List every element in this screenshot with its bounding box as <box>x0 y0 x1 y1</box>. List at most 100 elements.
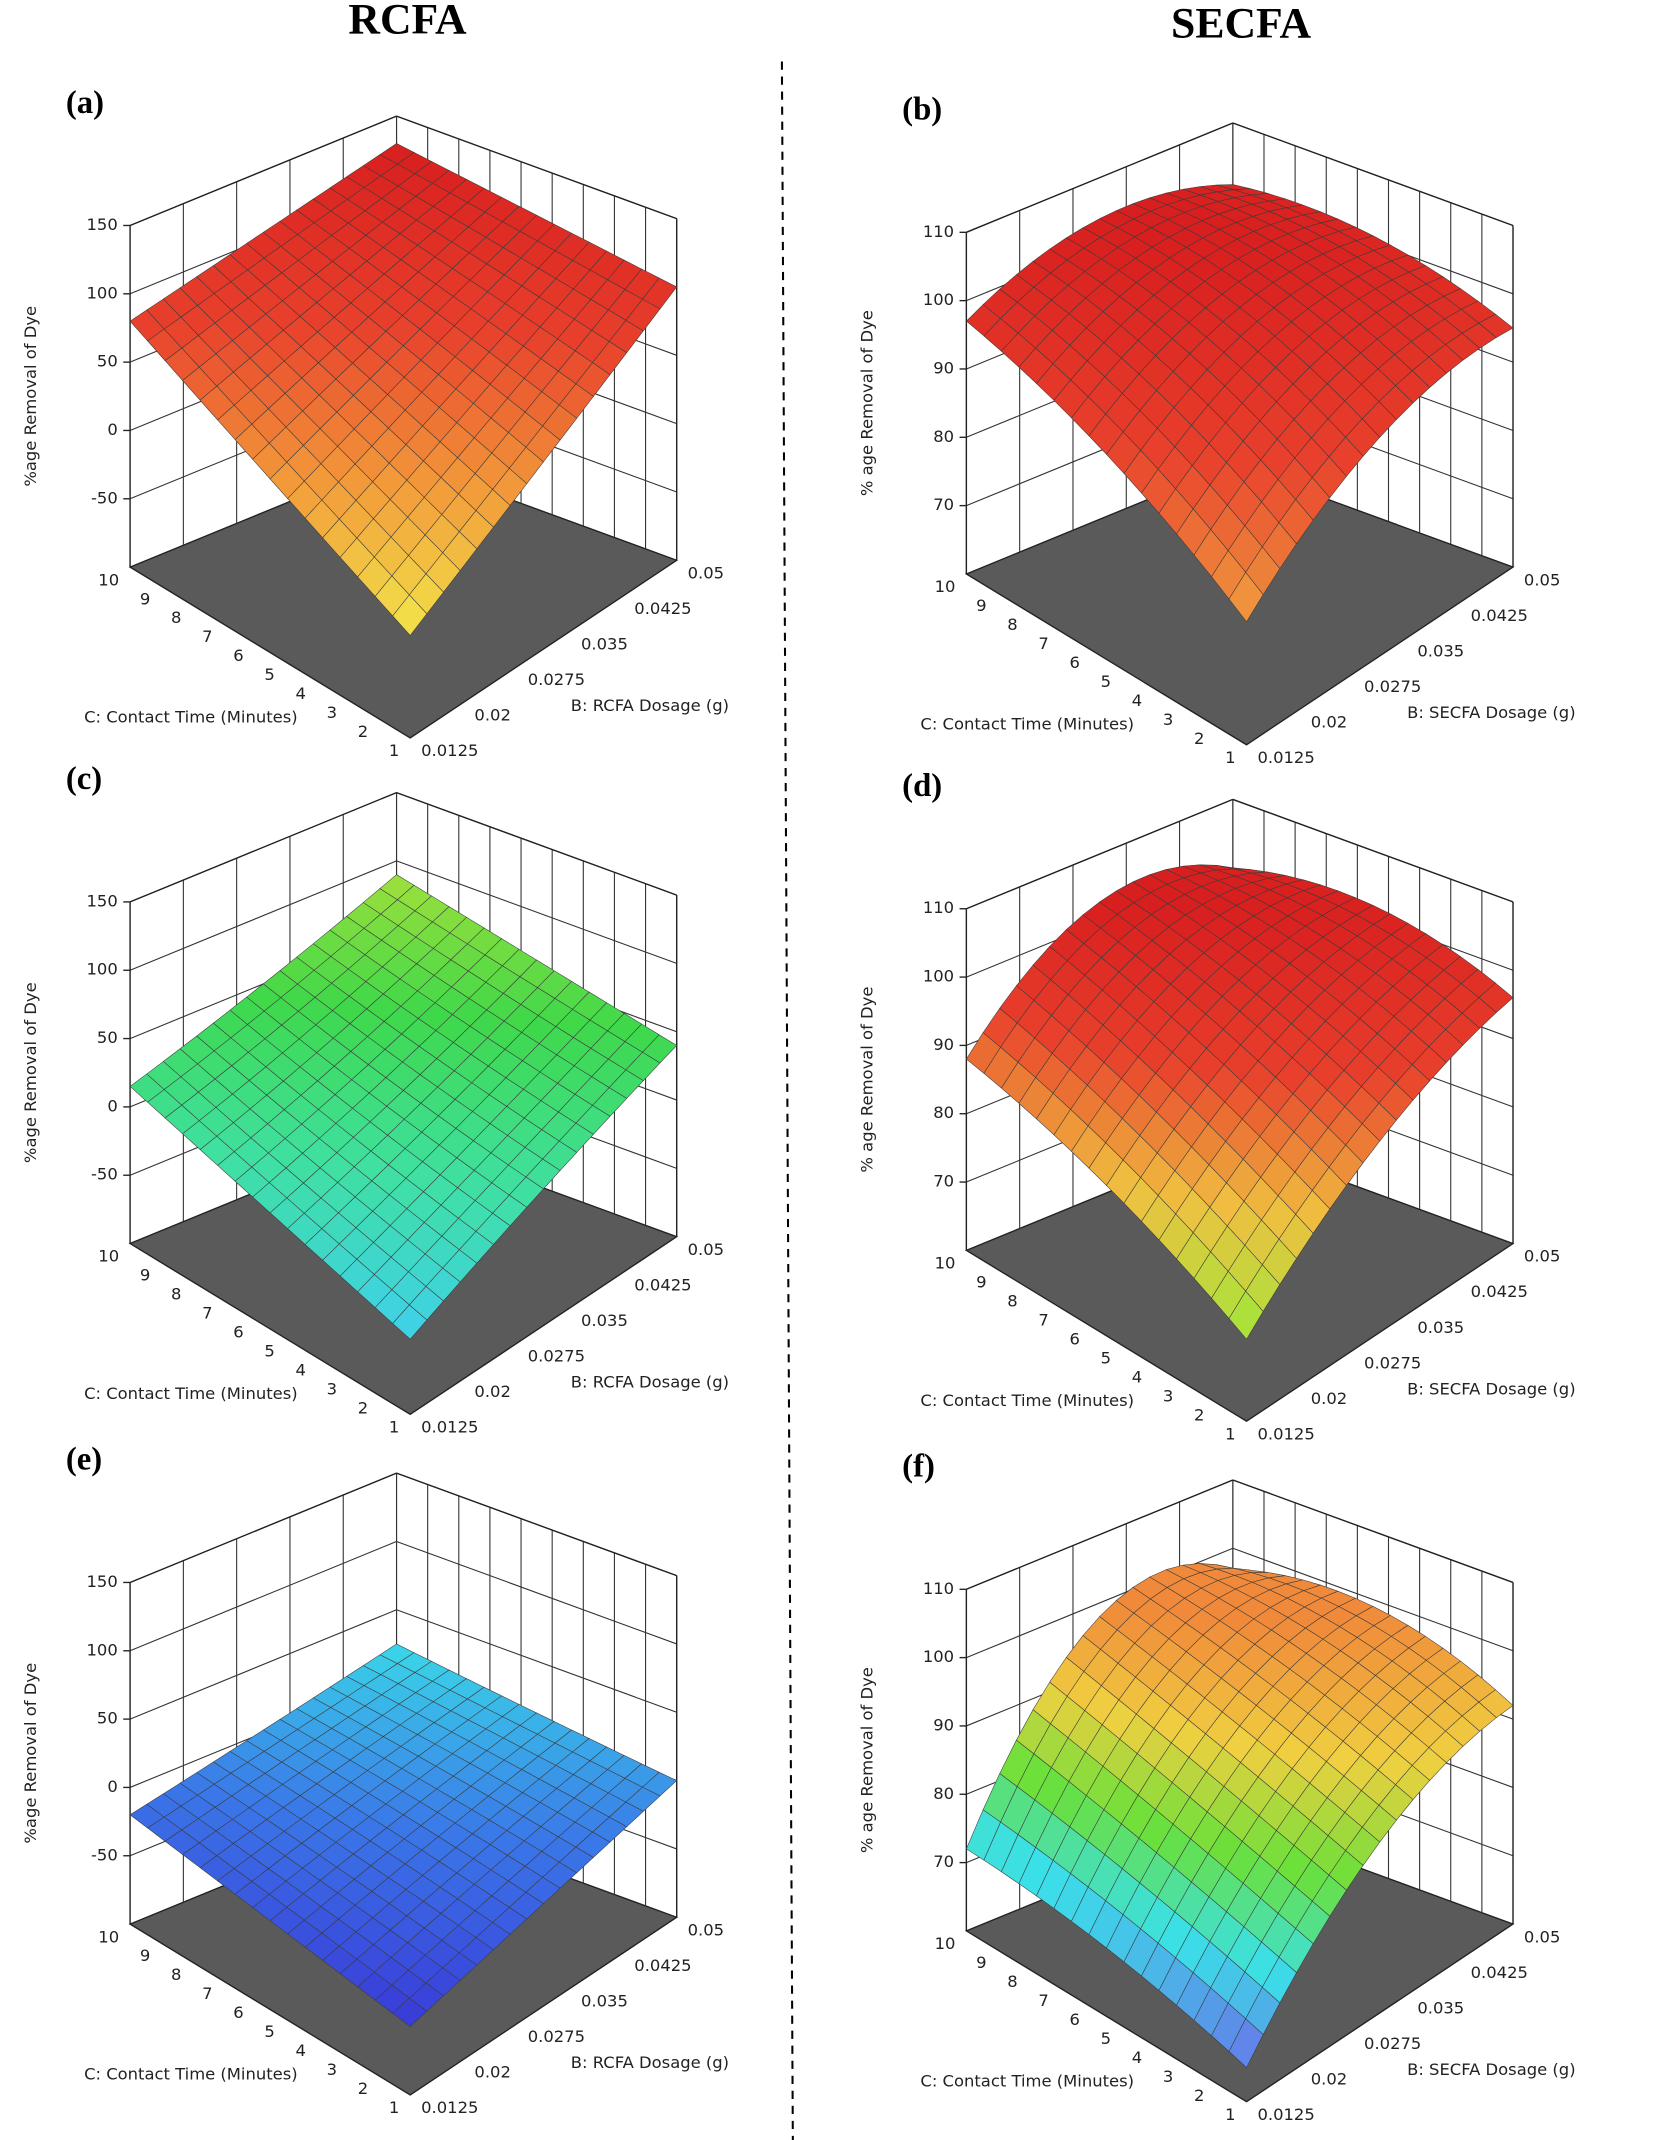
surface-cell <box>392 1304 428 1340</box>
z-tick-label: 100 <box>923 1647 954 1666</box>
z-tick-label: 70 <box>933 1172 954 1191</box>
box-edge <box>396 1472 677 1577</box>
surface-cell <box>1228 1290 1264 1340</box>
box-edge <box>966 798 1234 910</box>
z-tick-label: 150 <box>87 1572 118 1591</box>
y-tick-label: 4 <box>295 684 305 703</box>
y-tick-label: 6 <box>1070 1329 1080 1348</box>
y-tick-label: 2 <box>358 722 368 741</box>
y-tick-label: 9 <box>140 1946 150 1965</box>
panel-label: (f) <box>902 1449 935 1485</box>
y-tick-label: 6 <box>233 2003 243 2022</box>
y-axis-title: C: Contact Time (Minutes) <box>920 1391 1134 1410</box>
x-tick-label: 0.0125 <box>1257 1424 1314 1443</box>
y-tick-label: 9 <box>976 1273 986 1292</box>
z-tick-label: 150 <box>87 215 118 234</box>
grid-line <box>129 1540 397 1652</box>
y-tick-label: 1 <box>389 741 399 760</box>
x-tick-label: 0.0125 <box>421 741 478 760</box>
y-tick-label: 5 <box>1101 672 1111 691</box>
x-tick-label: 0.0275 <box>528 1346 585 1365</box>
y-axis-title: C: Contact Time (Minutes) <box>84 1384 298 1403</box>
surface-cell <box>1228 2018 1264 2069</box>
box-edge <box>396 115 677 220</box>
column-heading: SECFA <box>1171 0 1312 47</box>
x-tick-label: 0.02 <box>474 1382 510 1401</box>
z-axis-title: % age Removal of Dye <box>857 987 876 1173</box>
y-tick-label: 2 <box>1194 2086 1204 2105</box>
y-tick-label: 7 <box>202 1304 212 1323</box>
z-tick-label: 110 <box>923 898 954 917</box>
x-tick-label: 0.0125 <box>1257 2105 1314 2124</box>
z-tick-label: 110 <box>923 1579 954 1598</box>
z-axis-title: %age Removal of Dye <box>21 982 40 1163</box>
z-tick-label: 90 <box>933 1035 954 1054</box>
z-axis-title: % age Removal of Dye <box>857 310 876 496</box>
x-tick-label: 0.02 <box>1311 2069 1347 2088</box>
x-tick-label: 0.02 <box>1311 1389 1347 1408</box>
box-edge <box>129 791 397 903</box>
x-tick-label: 0.05 <box>1524 1927 1560 1946</box>
x-tick-label: 0.02 <box>474 2063 510 2082</box>
box-edge <box>129 1472 397 1584</box>
y-tick-label: 10 <box>935 1254 956 1273</box>
y-tick-label: 4 <box>1132 1367 1142 1386</box>
box-edge <box>1232 798 1514 903</box>
y-tick-label: 4 <box>295 1361 305 1380</box>
x-tick-label: 0.0425 <box>634 1275 691 1294</box>
z-tick-label: 100 <box>923 967 954 986</box>
box-edge <box>1232 122 1514 227</box>
x-tick-label: 0.035 <box>581 1991 628 2010</box>
z-tick-label: 0 <box>107 1096 117 1115</box>
x-axis-title: B: SECFA Dosage (g) <box>1407 2060 1576 2079</box>
y-tick-label: 9 <box>976 596 986 615</box>
x-tick-label: 0.0125 <box>421 1418 478 1437</box>
grid-line <box>1232 1547 1514 1652</box>
x-tick-label: 0.0275 <box>1364 2034 1421 2053</box>
x-tick-label: 0.05 <box>688 1240 724 1259</box>
y-axis-title: C: Contact Time (Minutes) <box>920 2071 1134 2090</box>
y-tick-label: 8 <box>1007 615 1017 634</box>
y-tick-label: 6 <box>233 1323 243 1342</box>
y-tick-label: 2 <box>358 2079 368 2098</box>
z-axis-title: %age Removal of Dye <box>21 1663 40 1844</box>
z-axis-title: % age Removal of Dye <box>857 1667 876 1853</box>
y-tick-label: 7 <box>1038 1991 1048 2010</box>
box-edge <box>129 115 397 227</box>
surface-cell <box>392 1997 428 2027</box>
x-tick-label: 0.035 <box>581 635 628 654</box>
y-tick-label: 2 <box>1194 1405 1204 1424</box>
y-tick-label: 6 <box>1070 2010 1080 2029</box>
box-edge <box>1232 1479 1514 1584</box>
z-tick-label: 100 <box>923 290 954 309</box>
y-axis-title: C: Contact Time (Minutes) <box>84 2065 298 2084</box>
grid-line <box>129 860 397 971</box>
y-tick-label: 9 <box>976 1953 986 1972</box>
y-tick-label: 3 <box>327 703 337 722</box>
x-axis-title: B: RCFA Dosage (g) <box>571 1372 729 1391</box>
x-tick-label: 0.035 <box>1417 1998 1464 2017</box>
panel-label: (a) <box>66 85 104 121</box>
y-tick-label: 8 <box>171 1965 181 1984</box>
z-tick-label: 50 <box>97 352 118 371</box>
y-tick-label: 10 <box>935 577 956 596</box>
z-tick-label: 50 <box>97 1709 118 1728</box>
y-tick-label: 10 <box>98 1247 119 1266</box>
x-tick-label: 0.0275 <box>1364 1353 1421 1372</box>
z-tick-label: 70 <box>933 1852 954 1871</box>
y-tick-label: 2 <box>1194 729 1204 748</box>
z-tick-label: 80 <box>933 427 954 446</box>
y-tick-label: 5 <box>1101 1348 1111 1367</box>
box-edge <box>966 1479 1234 1590</box>
z-tick-label: 110 <box>923 222 954 241</box>
y-tick-label: 7 <box>1038 1310 1048 1329</box>
x-axis-title: B: SECFA Dosage (g) <box>1407 703 1576 722</box>
column-heading: RCFA <box>348 0 467 43</box>
z-tick-label: 0 <box>107 420 117 439</box>
y-axis-title: C: Contact Time (Minutes) <box>84 708 298 727</box>
z-tick-label: 90 <box>933 358 954 377</box>
y-tick-label: 8 <box>171 1285 181 1304</box>
divider <box>780 61 794 2140</box>
z-tick-label: 80 <box>933 1103 954 1122</box>
